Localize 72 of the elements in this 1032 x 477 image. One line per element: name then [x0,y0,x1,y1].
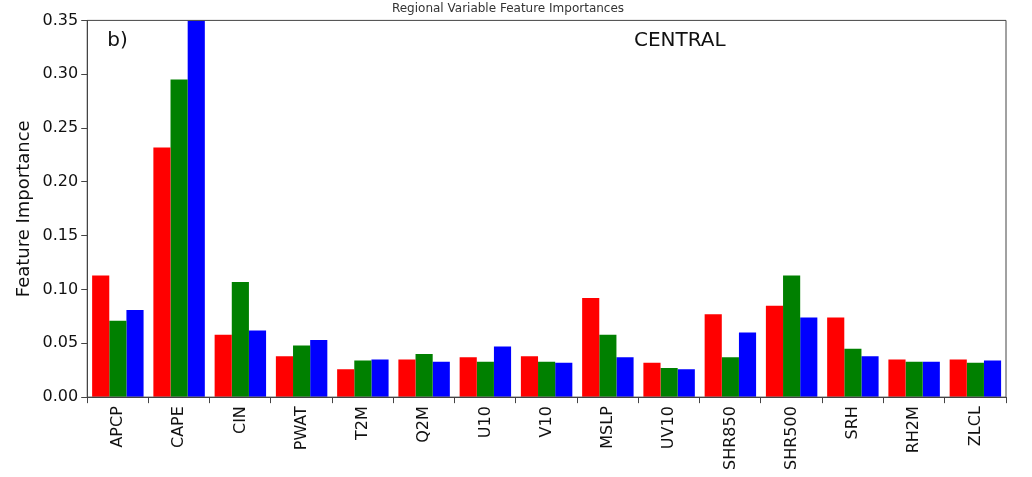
bar [275,356,294,397]
bar [432,361,450,397]
bar [827,317,845,397]
y-tick-label: 0.30 [42,63,79,83]
bar [459,357,477,397]
y-tick-label: 0.05 [42,332,79,352]
x-tick-label: Q2M [413,406,433,443]
y-axis-title: Feature Importance [12,120,34,298]
x-tick-label: MSLP [597,405,617,449]
bar [371,359,389,397]
bar [582,298,600,397]
bar [398,359,416,397]
bar [248,330,267,397]
x-tick-label: CIN [229,406,249,435]
bar [660,368,678,397]
x-tick-label: CAPE [168,406,188,449]
x-tick-label: SHR500 [780,406,800,470]
bar [520,356,539,397]
y-tick-label: 0.10 [42,278,79,298]
y-tick-label: 0.35 [42,9,79,29]
bar [415,354,433,397]
y-tick-label: 0.00 [42,386,79,406]
bar [293,345,311,397]
bar [905,361,923,397]
bar [599,334,617,397]
bar [310,340,328,397]
bar [555,362,573,397]
y-tick-label: 0.25 [42,117,79,137]
chart-title: Regional Variable Feature Importances [391,1,625,16]
bar [983,360,1002,397]
y-tick-label: 0.20 [42,171,79,191]
bar [861,356,879,397]
bar [109,320,127,397]
bar [354,360,372,397]
bar [765,305,784,397]
x-tick-label: UV10 [658,406,678,450]
x-tick-label: RH2M [903,406,923,454]
x-tick-label: PWAT [290,405,310,451]
bar [493,346,512,397]
bar [783,275,801,397]
bar [538,361,556,397]
bar [721,357,739,397]
bar [214,334,232,397]
bar [800,317,818,397]
bar [643,362,661,397]
bar [677,369,695,397]
bar [738,332,757,397]
bar [844,348,862,397]
bar [337,369,355,397]
bar [476,361,494,397]
bar [231,281,249,397]
bar [704,314,722,397]
x-tick-label: T2M [352,406,372,441]
bar [888,359,906,397]
x-tick-label: U10 [474,406,494,439]
bar [170,79,188,397]
bar [153,147,171,397]
bar [966,362,984,397]
x-tick-label: SHR850 [719,406,739,470]
annotation: b) [107,26,128,51]
y-tick-label: 0.15 [42,224,79,244]
x-tick-label: V10 [535,406,555,438]
x-tick-label: SRH [842,406,862,440]
bar [922,361,940,397]
bar [616,357,634,397]
x-tick-label: ZLCL [964,406,984,447]
bar [187,20,205,397]
bar [949,359,967,397]
bar [126,309,144,397]
x-tick-label: APCP [107,405,127,448]
annotation: CENTRAL [633,26,727,51]
bar [92,275,110,397]
